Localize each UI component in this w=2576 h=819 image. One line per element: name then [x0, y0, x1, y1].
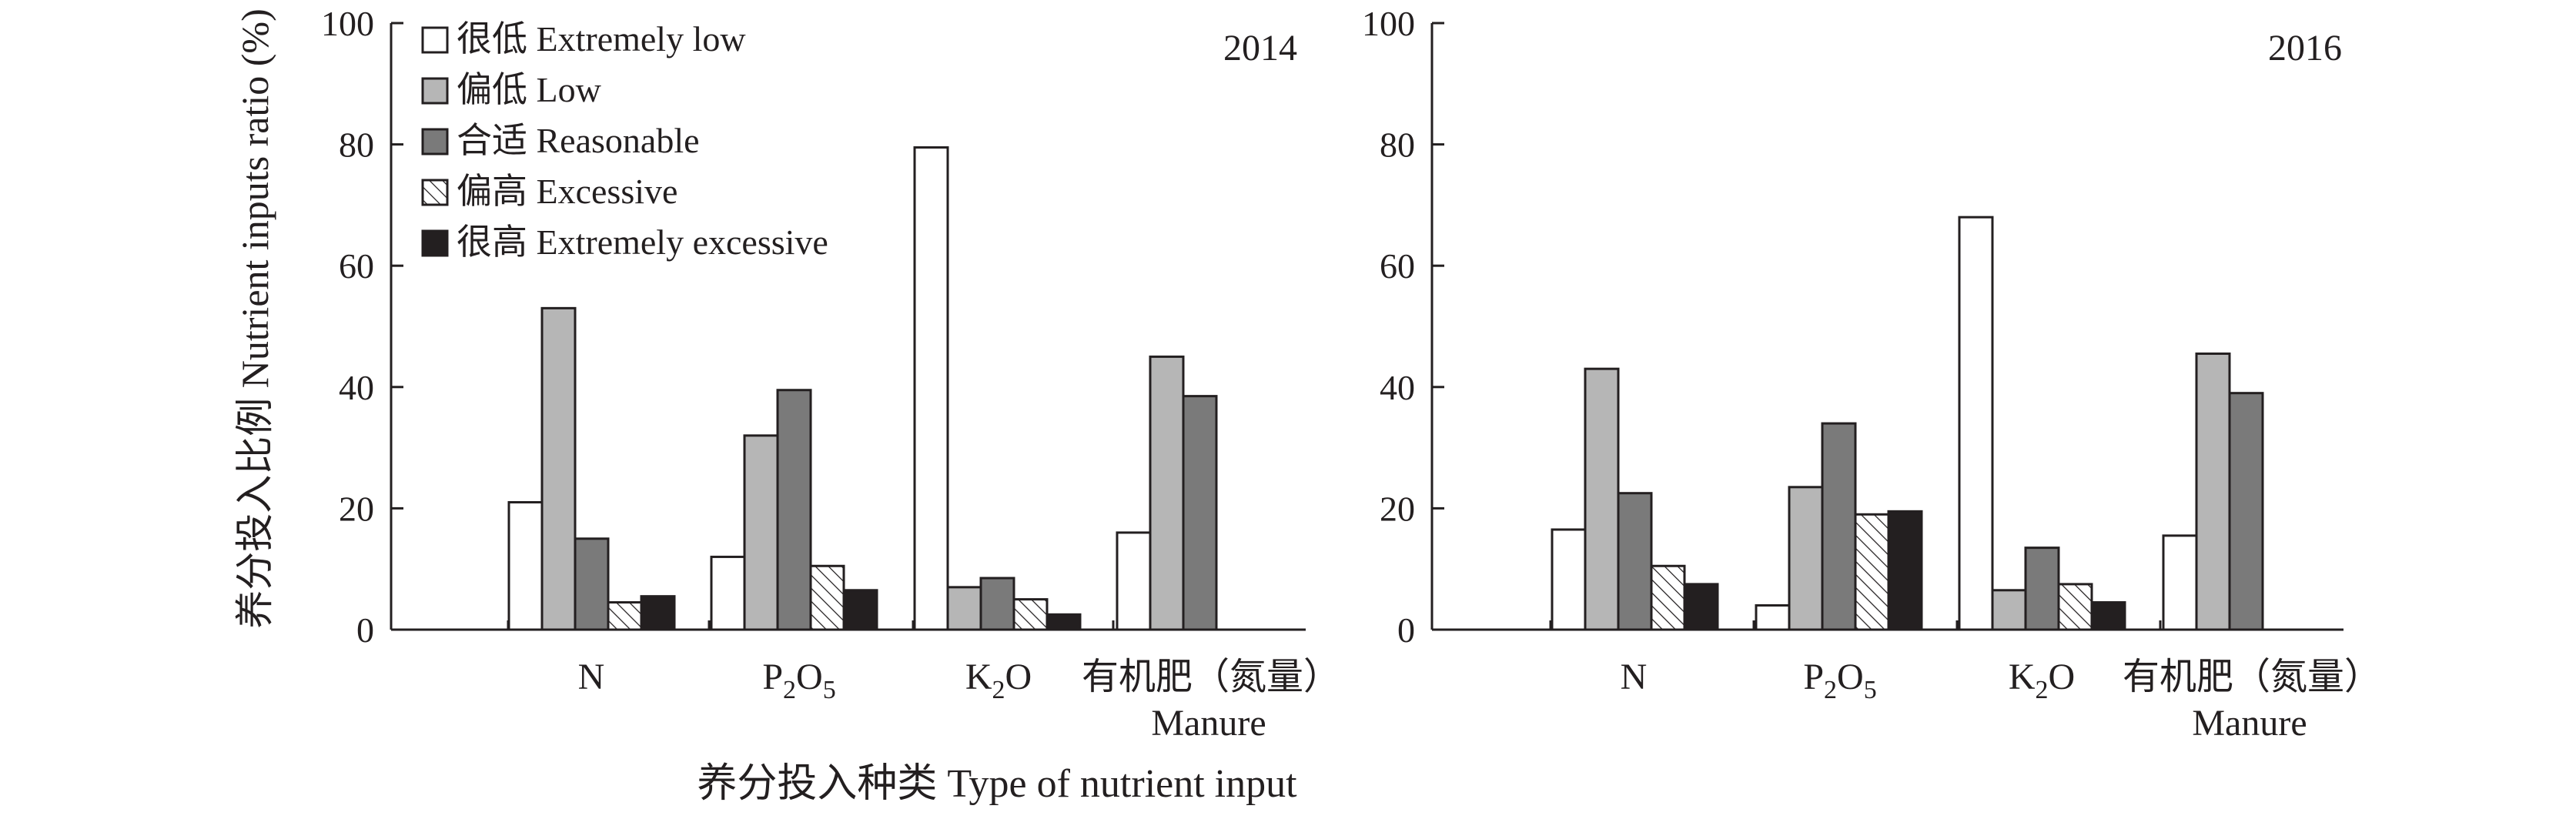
legend-swatch: [421, 179, 449, 206]
legend-label: 偏高 Excessive: [457, 172, 677, 211]
bar-2016-2-0: [1958, 216, 1994, 631]
bar-2014-1-4: [842, 589, 878, 631]
bar-2016-1-3: [1854, 513, 1890, 631]
bar-2016-2-2: [2024, 547, 2060, 631]
legend-item-2: 合适 Reasonable: [421, 121, 700, 160]
legend-swatch: [421, 128, 449, 155]
bar-2014-2-2: [979, 577, 1015, 631]
bar-2014-2-0: [913, 146, 949, 631]
bar-2016-1-4: [1887, 510, 1923, 631]
y-tick-label: 40: [1380, 368, 1415, 407]
y-tick-label: 80: [339, 125, 374, 165]
panel-2016: 0 20 40 60 80 100 N P2O5 K2O 有机肥（氮量） Manure 2016: [1362, 4, 2381, 744]
bar-2016-1-0: [1755, 603, 1791, 631]
category-label-0-2: K2O: [965, 657, 1032, 704]
bar-2014-0-2: [574, 537, 610, 631]
category-label-1-2: K2O: [2009, 657, 2075, 704]
legend-label: 合适 Reasonable: [457, 121, 700, 160]
legend-swatch: [421, 229, 449, 257]
bar-2016-2-3: [2057, 583, 2093, 631]
y-tick-label: 60: [1380, 246, 1415, 286]
bar-2016-1-1: [1788, 486, 1824, 631]
bar-2016-2-4: [2090, 601, 2126, 631]
legend-label: 很高 Extremely excessive: [457, 222, 828, 262]
y-tick-label: 40: [339, 368, 374, 407]
bar-2014-0-4: [640, 595, 676, 631]
bar-2014-2-3: [1012, 598, 1049, 631]
year-label-2014: 2014: [1223, 28, 1297, 69]
bar-2014-3-1: [1149, 355, 1185, 631]
category-label-1-3: 有机肥（氮量）: [2123, 657, 2381, 697]
bar-2016-0-0: [1551, 528, 1587, 631]
bar-2014-1-0: [710, 555, 746, 631]
x-axis-title: 养分投入种类 Type of nutrient input: [697, 762, 1297, 806]
y-tick-label: 20: [339, 489, 374, 528]
legend-item-1: 偏低 Low: [421, 70, 602, 109]
bar-2016-3-1: [2195, 352, 2231, 631]
legend-label: 偏低 Low: [457, 70, 602, 109]
year-label-2016: 2016: [2268, 28, 2342, 69]
bar-2016-3-0: [2162, 534, 2198, 631]
legend-item-4: 很高 Extremely excessive: [421, 222, 828, 262]
bar-2014-1-2: [776, 389, 812, 631]
bar-2016-3-2: [2228, 392, 2264, 631]
category-sublabel-1-3: Manure: [2192, 703, 2307, 744]
legend: 很低 Extremely low 偏低 Low 合适 Reasonable 偏高 Ex…: [421, 19, 828, 262]
bar-2016-0-1: [1584, 367, 1620, 631]
bar-2014-0-1: [540, 306, 577, 631]
y-tick-label: 0: [356, 610, 374, 650]
legend-item-3: 偏高 Excessive: [421, 172, 677, 211]
legend-swatch: [421, 77, 449, 105]
category-label-0-3: 有机肥（氮量）: [1082, 657, 1340, 697]
bar-2014-2-4: [1045, 613, 1082, 631]
bar-2014-3-0: [1116, 531, 1152, 631]
category-label-0-0: N: [578, 657, 605, 697]
bar-2014-3-2: [1182, 395, 1218, 631]
bar-2014-1-1: [743, 434, 779, 631]
bar-2016-0-4: [1683, 583, 1719, 631]
category-label-1-1: P2O5: [1803, 657, 1876, 704]
bar-2016-0-3: [1650, 564, 1686, 631]
y-axis-title: 养分投入比例 Nutrient inputs ratio (%): [233, 8, 276, 628]
y-tick-label: 100: [321, 4, 374, 43]
panel-2014: 0 20 40 60 80 100 N P2O5 K2O 有机肥（氮量） Manure 2014: [321, 4, 1340, 744]
legend-item-0: 很低 Extremely low: [421, 19, 746, 58]
panels: 0 20 40 60 80 100 N P2O5 K2O 有机肥（氮量） Manure 2014 0 20…: [321, 4, 2381, 744]
bar-2016-1-2: [1821, 422, 1857, 631]
y-tick-label: 60: [339, 246, 374, 286]
bar-2016-0-2: [1617, 492, 1653, 631]
legend-swatch: [421, 26, 449, 54]
category-label-0-1: P2O5: [762, 657, 835, 704]
y-tick-label: 20: [1380, 489, 1415, 528]
y-tick-label: 80: [1380, 125, 1415, 165]
bar-2014-2-1: [946, 586, 982, 631]
category-sublabel-0-3: Manure: [1151, 703, 1266, 744]
y-tick-label: 0: [1397, 610, 1415, 650]
bar-2014-1-3: [809, 564, 845, 631]
legend-label: 很低 Extremely low: [457, 19, 746, 58]
y-tick-label: 100: [1362, 4, 1415, 43]
bar-2016-2-1: [1991, 589, 2027, 631]
bar-2014-0-3: [607, 601, 643, 631]
category-label-1-0: N: [1621, 657, 1648, 697]
bar-2014-0-0: [507, 501, 544, 631]
